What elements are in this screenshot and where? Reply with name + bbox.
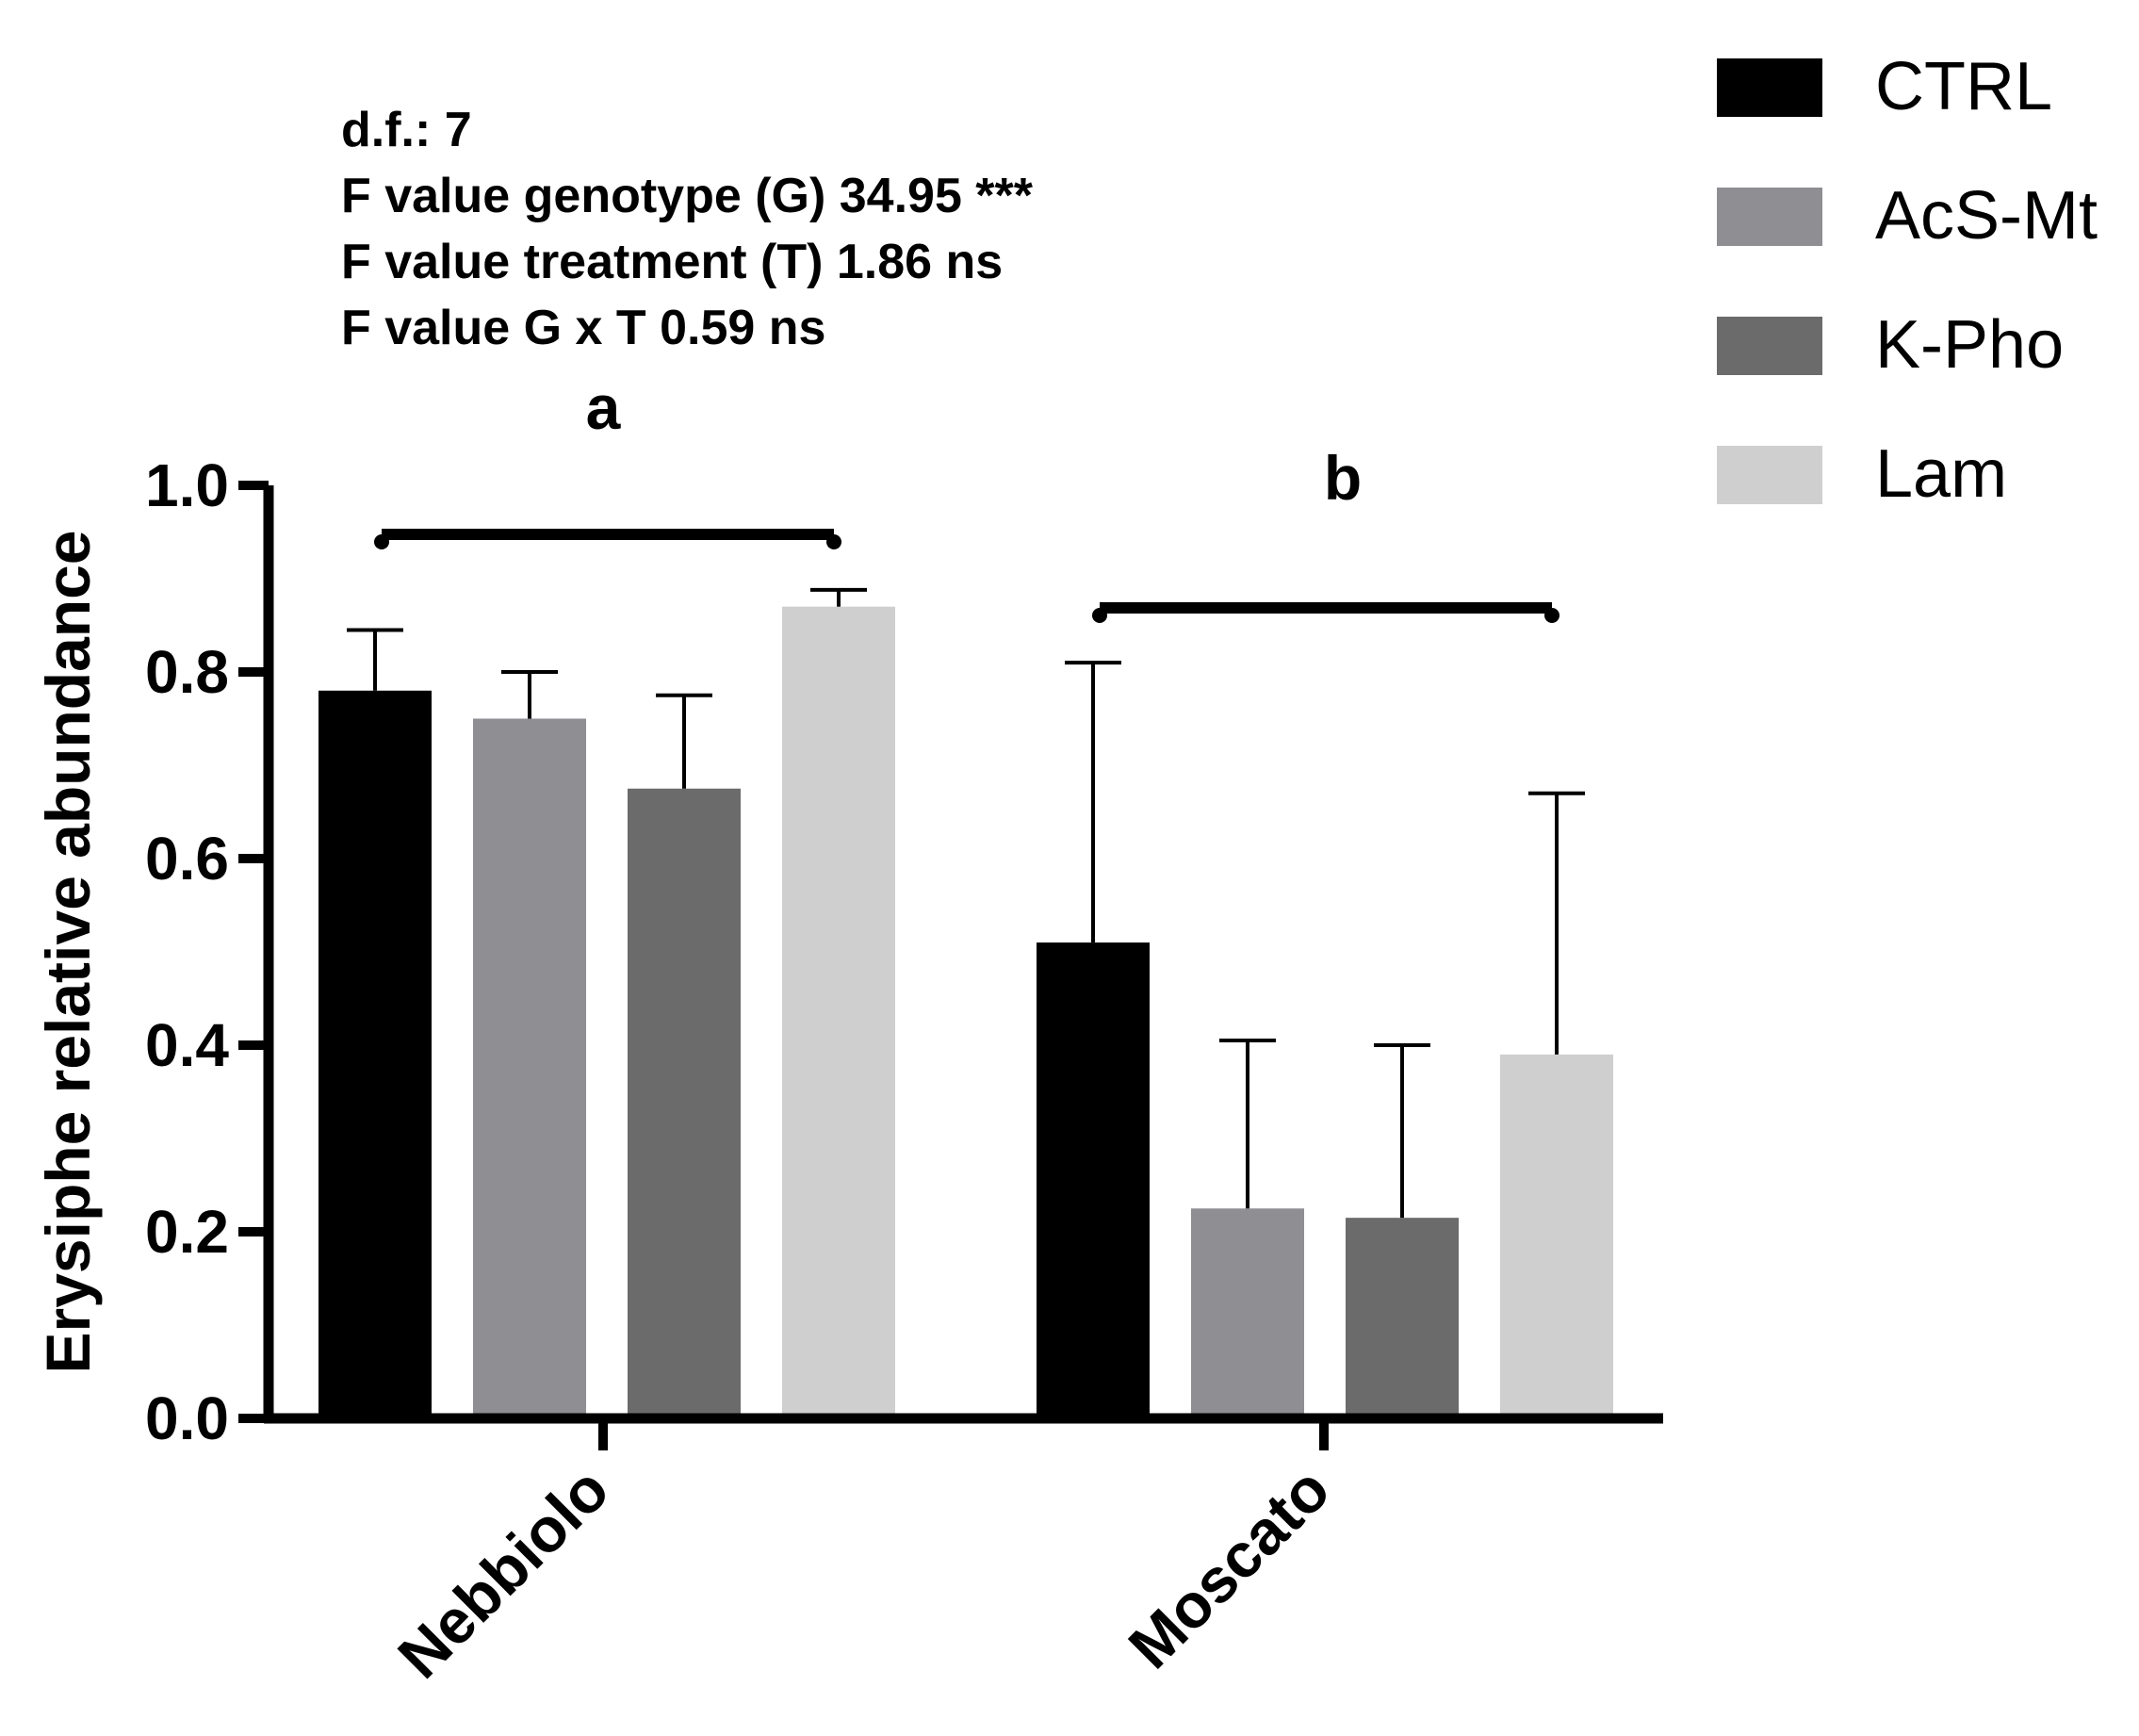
stats-line: F value genotype (G) 34.95 *** — [341, 169, 1034, 223]
bracket-end — [1544, 608, 1559, 623]
stats-annotation: d.f.: 7 F value genotype (G) 34.95 *** F v… — [341, 103, 1034, 355]
error-bars-layer — [347, 587, 1585, 1219]
stats-line: F value G x T 0.59 ns — [341, 301, 825, 355]
bar — [1346, 1218, 1459, 1418]
x-tick-label: Nebbiolo — [384, 1454, 622, 1692]
y-tick-label: 0.6 — [145, 825, 229, 893]
legend-label-lam: Lam — [1875, 436, 2007, 512]
legend-label-acs-mt: AcS-Mt — [1875, 178, 2098, 254]
bar — [1500, 1054, 1613, 1418]
legend-swatch-acs-mt — [1717, 188, 1822, 246]
y-tick-label: 1.0 — [145, 451, 229, 519]
legend-label-k-pho: K-Pho — [1875, 307, 2064, 383]
legend-swatch-ctrl — [1717, 58, 1822, 117]
bar — [1191, 1208, 1304, 1418]
group-letter: b — [1324, 443, 1362, 513]
group-letter: a — [586, 372, 622, 442]
y-tick-label: 0.4 — [145, 1011, 229, 1079]
y-tick-label: 0.0 — [145, 1384, 229, 1452]
bar — [473, 718, 586, 1418]
bar — [1037, 942, 1150, 1418]
legend-swatch-lam — [1717, 446, 1822, 504]
legend-label-ctrl: CTRL — [1875, 49, 2052, 124]
bar — [628, 788, 741, 1418]
stats-line: F value treatment (T) 1.86 ns — [341, 235, 1003, 289]
bars-layer — [318, 606, 1613, 1418]
x-tick-label: Moscato — [1115, 1454, 1343, 1682]
bar — [782, 606, 895, 1418]
y-axis-label: Erysiphe relative abundance — [33, 530, 103, 1373]
bracket-end — [826, 534, 841, 549]
bracket-end — [1092, 608, 1107, 623]
stats-line: d.f.: 7 — [341, 103, 472, 157]
group-brackets: ab — [374, 372, 1559, 623]
legend: CTRL AcS-Mt K-Pho Lam — [1717, 49, 2098, 512]
y-tick-label: 0.2 — [145, 1198, 229, 1266]
bracket-end — [374, 534, 389, 549]
bar — [318, 690, 432, 1418]
y-tick-label: 0.8 — [145, 638, 229, 706]
legend-swatch-k-pho — [1717, 317, 1822, 375]
